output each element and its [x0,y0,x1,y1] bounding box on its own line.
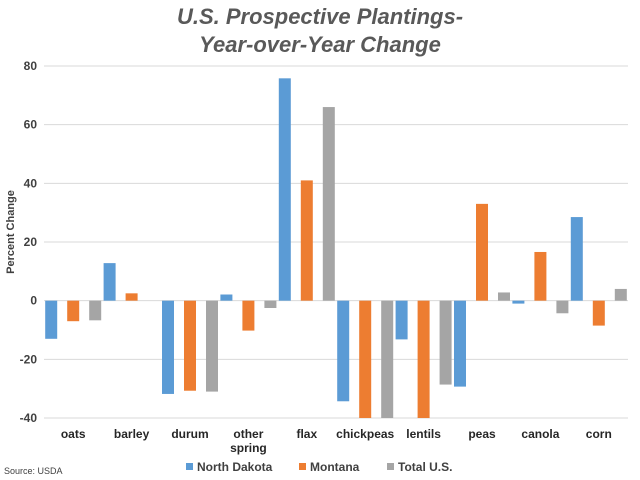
bar-total-u-s [322,107,335,301]
bar-montana [67,300,80,322]
bar-total-u-s [381,300,394,418]
bar-total-u-s [264,300,277,308]
chart-title-line-2: Year-over-Year Change [199,32,441,57]
bar-montana [125,293,138,301]
bar-total-u-s [439,300,452,385]
y-tick-label: 20 [24,235,38,249]
legend: North Dakota Montana Total U.S. [186,460,452,474]
bar-north-dakota [45,300,58,339]
bar-north-dakota [570,217,583,301]
bar-montana [184,300,196,391]
x-tick-label: chickpeas [336,427,394,441]
bar-north-dakota [454,300,466,387]
bar-montana [300,180,313,301]
x-tick-label: oats [61,427,86,441]
x-tick-label: peas [468,427,496,441]
x-tick-label: lentils [406,427,441,441]
bar-north-dakota [103,263,116,301]
y-tick-label: 60 [24,118,38,132]
x-tick-label: corn [586,427,612,441]
gridlines [44,65,628,419]
bar-total-u-s [498,292,510,301]
bar-montana [359,300,372,418]
y-tick-label: -20 [20,352,38,366]
bar-montana [242,300,255,331]
bar-north-dakota [337,300,350,402]
y-axis-ticks: -40 -20 0 20 40 60 80 [20,59,38,425]
x-tick-label: durum [171,427,208,441]
y-tick-label: 80 [24,59,38,73]
bar-montana [592,300,605,326]
bar-montana [476,203,488,301]
bar-north-dakota [220,294,233,301]
legend-label: Total U.S. [398,460,452,474]
y-tick-label: 0 [30,294,37,308]
x-tick-label: barley [114,427,150,441]
bar-north-dakota [162,300,174,394]
x-tick-label: canola [521,427,559,441]
bar-montana [534,251,547,301]
bar-total-u-s [556,300,569,314]
bar-total-u-s [206,300,218,392]
bar-north-dakota [512,300,525,304]
y-axis-label: Percent Change [5,190,17,274]
bar-total-u-s [89,300,102,321]
chart-title-line-1: U.S. Prospective Plantings- [177,4,463,29]
legend-swatch [186,463,193,470]
legend-swatch [387,463,394,470]
x-tick-label: spring [230,441,267,455]
legend-label: Montana [310,460,360,474]
y-tick-label: -40 [20,411,38,425]
legend-swatch [299,463,306,470]
bar-north-dakota [395,300,408,340]
x-tick-label: other [233,427,263,441]
source-note: Source: USDA [4,466,63,476]
bar-north-dakota [278,78,291,301]
legend-label: North Dakota [197,460,273,474]
y-tick-label: 40 [24,176,38,190]
x-tick-label: flax [296,427,317,441]
bar-montana [417,300,430,418]
bar-total-u-s [614,288,627,301]
bars [45,78,627,418]
